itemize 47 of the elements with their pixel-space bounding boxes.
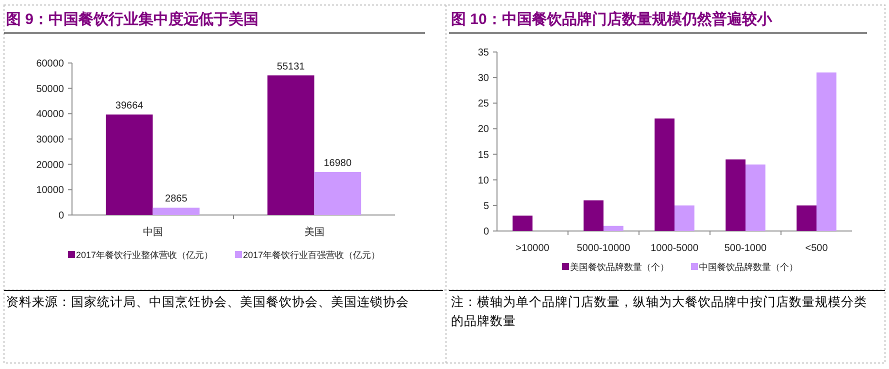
bar xyxy=(816,72,836,231)
y-tick-label: 25 xyxy=(478,98,490,110)
y-tick-label: 0 xyxy=(58,210,64,222)
legend-label: 中国餐饮品牌数量（个） xyxy=(699,262,798,272)
legend-label: 2017年餐饮行业百强营收（亿元） xyxy=(243,250,380,260)
text: 注：横轴为单个品牌门店数量，纵轴为大餐饮品牌中按门店数量规模分类的品牌数量 xyxy=(451,294,867,328)
data-label: 16980 xyxy=(324,158,352,169)
data-label: 55131 xyxy=(276,61,306,72)
y-tick-label: 15 xyxy=(478,150,490,161)
bar xyxy=(604,226,624,231)
x-tick-label: 5000-10000 xyxy=(576,243,631,254)
bar xyxy=(152,208,200,215)
legend-label: 美国餐饮品牌数量（个） xyxy=(570,262,669,272)
data-label: 39664 xyxy=(115,100,144,112)
bar xyxy=(746,164,766,231)
bar xyxy=(267,75,314,215)
data-label: 2865 xyxy=(165,194,188,205)
bar xyxy=(674,205,694,231)
x-tick-label: 1000-5000 xyxy=(650,243,699,254)
bar xyxy=(314,172,362,215)
y-tick-label: 0 xyxy=(483,226,490,238)
chart-title: 图 10：中国餐饮品牌门店数量规模仍然普遍较小 xyxy=(451,10,773,28)
y-tick-label: 20 xyxy=(478,124,490,136)
x-tick-label: >10000 xyxy=(516,243,550,254)
y-tick-label: 10 xyxy=(478,175,490,186)
bar xyxy=(584,200,604,231)
y-tick-label: 10000 xyxy=(36,185,64,196)
x-tick-label: 500-1000 xyxy=(724,243,768,254)
legend-label: 2017年餐饮行业整体营收（亿元） xyxy=(76,250,214,260)
text: 资料来源：国家统计局、中国烹饪协会、美国餐饮协会、美国连锁协会 xyxy=(6,294,409,309)
x-tick-label: 中国 xyxy=(142,226,163,238)
y-tick-label: 30000 xyxy=(36,134,64,146)
bar xyxy=(726,159,746,231)
y-tick-label: 35 xyxy=(478,48,490,58)
x-tick-label: <500 xyxy=(805,243,828,254)
x-tick-label: 美国 xyxy=(304,226,324,238)
y-tick-label: 30 xyxy=(478,73,490,84)
y-tick-label: 50000 xyxy=(36,84,64,95)
y-tick-label: 60000 xyxy=(36,58,64,70)
chart-title: 图 9：中国餐饮行业集中度远低于美国 xyxy=(6,10,259,28)
bar xyxy=(106,114,153,215)
y-tick-label: 20000 xyxy=(36,160,64,171)
y-tick-label: 40000 xyxy=(36,109,64,120)
bar xyxy=(654,118,674,231)
y-tick-label: 5 xyxy=(483,200,490,212)
bar xyxy=(512,216,532,231)
bar xyxy=(796,205,816,231)
